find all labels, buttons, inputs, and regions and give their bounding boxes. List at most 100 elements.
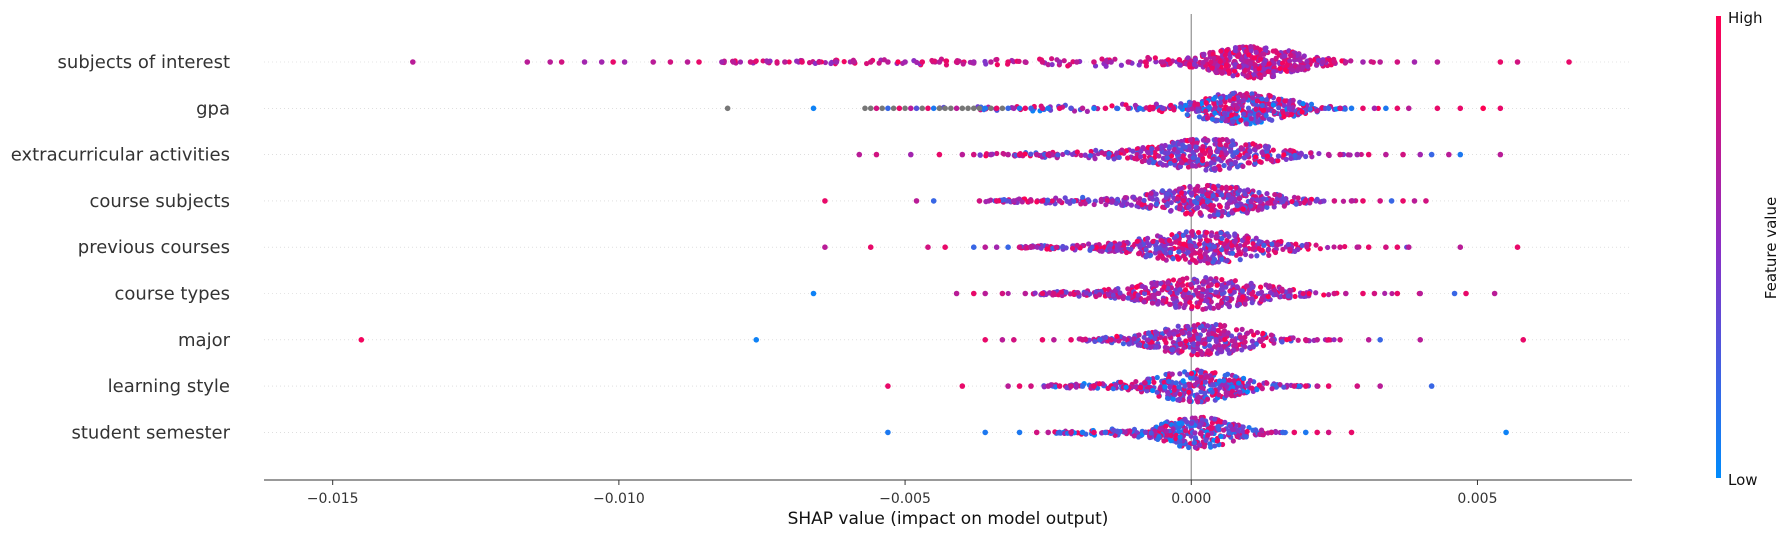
shap-point — [1331, 198, 1338, 204]
shap-point — [1187, 137, 1194, 143]
shap-point — [1277, 65, 1283, 72]
shap-point — [1226, 377, 1232, 383]
shap-point — [1001, 197, 1007, 203]
shap-point — [1428, 151, 1435, 158]
feature-label: extracurricular activities — [11, 145, 230, 166]
shap-point — [1228, 148, 1234, 154]
shap-point — [1141, 299, 1147, 305]
shap-point — [1170, 256, 1176, 262]
shap-point — [1266, 61, 1272, 67]
shap-point — [925, 105, 931, 112]
shap-point — [1325, 337, 1332, 343]
shap-point — [1064, 198, 1070, 205]
shap-point — [1170, 426, 1176, 432]
shap-point — [1211, 96, 1217, 102]
shap-point — [1146, 330, 1152, 336]
shap-point — [1211, 256, 1218, 262]
shap-point — [1053, 195, 1059, 201]
shap-point — [1207, 148, 1214, 154]
shap-point — [1153, 59, 1159, 65]
shap-point — [1360, 290, 1366, 297]
shap-point — [1226, 165, 1233, 171]
shap-point — [1146, 158, 1152, 165]
shap-point — [1098, 196, 1104, 202]
shap-point — [1184, 210, 1190, 216]
shap-point — [1192, 250, 1198, 256]
shap-point — [1245, 235, 1251, 241]
shap-point — [1184, 296, 1190, 302]
shap-point — [1383, 151, 1389, 158]
shap-point — [1242, 334, 1248, 340]
shap-point — [1214, 149, 1221, 155]
shap-point — [1214, 63, 1220, 69]
shap-point — [1151, 282, 1157, 288]
shap-point — [1216, 378, 1223, 384]
shap-point — [932, 58, 938, 64]
shap-point — [1209, 420, 1216, 426]
shap-point — [1394, 244, 1401, 250]
shap-point — [1190, 348, 1197, 354]
shap-point — [1108, 337, 1114, 343]
shap-point — [1039, 337, 1046, 343]
shap-point — [1200, 137, 1206, 143]
shap-point — [1331, 290, 1338, 297]
shap-point — [1248, 280, 1254, 286]
shap-point — [1209, 389, 1215, 395]
shap-point — [1348, 58, 1354, 64]
shap-point — [1145, 54, 1151, 61]
shap-point — [1158, 237, 1164, 243]
shap-point — [1457, 151, 1464, 158]
shap-point — [1497, 59, 1504, 65]
shap-point — [970, 59, 977, 65]
shap-point — [867, 244, 874, 250]
shap-point — [1259, 149, 1265, 156]
shap-point — [993, 105, 1000, 112]
shap-point — [1152, 55, 1158, 61]
shap-point — [1045, 429, 1051, 436]
shap-point — [1451, 290, 1458, 297]
feature-label: course types — [115, 284, 230, 305]
shap-point — [1212, 166, 1218, 172]
shap-point — [1212, 416, 1218, 422]
shap-point — [1262, 144, 1268, 150]
shap-point — [1064, 385, 1070, 391]
shap-point — [1250, 72, 1257, 78]
shap-point — [1225, 346, 1231, 353]
shap-point — [1071, 198, 1077, 204]
shap-point — [1276, 97, 1282, 103]
shap-point — [1219, 208, 1225, 215]
shap-point — [1096, 292, 1103, 298]
shap-point — [1135, 342, 1141, 348]
shap-point — [1109, 103, 1115, 109]
shap-point — [1153, 344, 1159, 350]
shap-point — [1235, 53, 1241, 59]
shap-point — [1174, 149, 1181, 155]
shap-point — [1236, 196, 1242, 202]
shap-point — [1068, 429, 1074, 436]
shap-point — [1201, 341, 1208, 347]
shap-point — [1222, 52, 1228, 58]
shap-point — [1256, 246, 1262, 252]
shap-point — [942, 105, 948, 112]
shap-point — [1457, 105, 1464, 112]
shap-point — [1217, 99, 1223, 106]
shap-point — [1258, 75, 1264, 81]
colorbar-high-label: High — [1728, 9, 1762, 27]
shap-point — [1269, 386, 1275, 392]
shap-point — [1382, 290, 1388, 297]
shap-point — [1170, 140, 1176, 146]
shap-point — [1190, 341, 1197, 347]
shap-point — [1211, 244, 1217, 250]
shap-point — [598, 59, 605, 65]
shap-point — [1171, 157, 1178, 164]
shap-point — [1331, 337, 1337, 343]
shap-point — [1180, 378, 1186, 384]
shap-point — [1110, 292, 1116, 298]
shap-point — [1212, 343, 1218, 350]
shap-point — [1302, 337, 1309, 343]
shap-point — [1056, 383, 1063, 389]
shap-point — [1434, 105, 1441, 112]
shap-point — [1136, 250, 1143, 256]
shap-point — [1028, 198, 1034, 204]
shap-point — [1176, 336, 1182, 342]
